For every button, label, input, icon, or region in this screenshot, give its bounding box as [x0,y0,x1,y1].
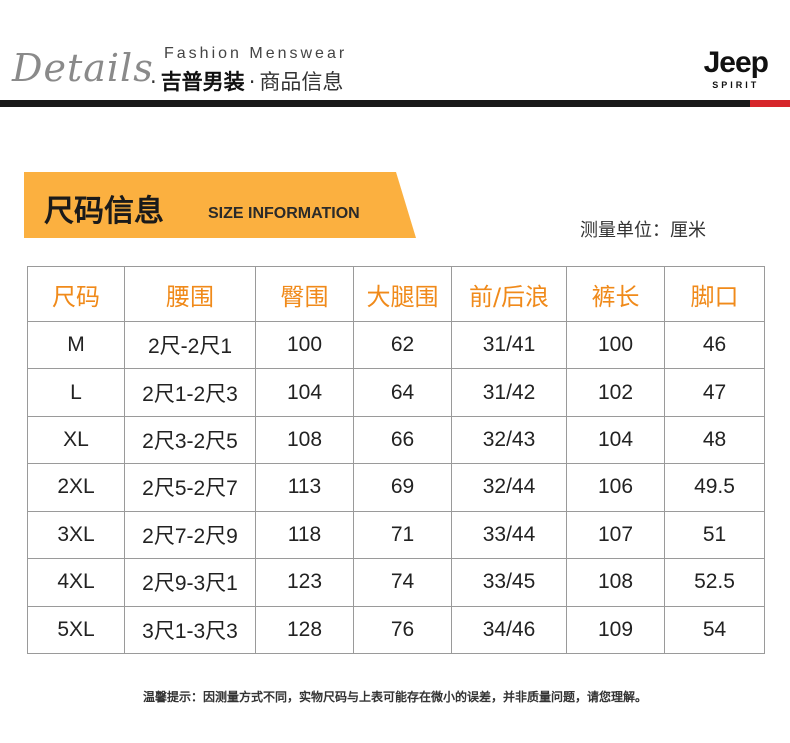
table-cell: 34/46 [451,605,567,654]
table-cell: 108 [566,558,665,607]
table-cell: 106 [566,463,665,512]
column-header: 脚口 [664,265,765,323]
table-row: 3XL 2尺7-2尺9 118 71 33/44 107 51 [27,510,765,560]
table-cell: 51 [664,510,765,560]
table-cell: 46 [664,321,765,370]
product-info-label: 商品信息 [259,70,344,94]
column-header: 腰围 [124,265,256,323]
brand-line: · 吉普男装 · 商品信息 [146,66,343,96]
details-title: Details [12,46,154,90]
header-divider-accent [750,100,790,107]
measurement-unit-label: 测量单位：厘米 [580,220,706,241]
brand-name-cn: 吉普男装 [160,70,245,94]
column-header: 裤长 [566,265,665,323]
table-row: 5XL 3尺1-3尺3 128 76 34/46 109 54 [27,605,765,654]
measurement-note: 温馨提示：因测量方式不同，实物尺码与上表可能存在微小的误差，并非质量问题，请您理… [142,690,647,704]
table-cell: 64 [353,368,452,417]
column-header: 前/后浪 [451,265,567,323]
table-cell: 33/44 [451,510,567,560]
separator-dot: · [150,70,157,94]
table-cell: 52.5 [664,558,765,607]
table-cell: 66 [353,415,452,465]
table-cell: 107 [566,510,665,560]
table-cell: 3尺1-3尺3 [124,605,256,654]
fashion-menswear-label: Fashion Menswear [164,45,348,62]
table-cell: 48 [664,415,765,465]
table-cell: 2XL [27,463,125,512]
table-cell: 104 [566,415,665,465]
table-cell: 69 [353,463,452,512]
banner-shape [24,172,416,238]
separator-dot: · [248,70,256,94]
table-cell: 2尺-2尺1 [124,321,256,370]
table-cell: 102 [566,368,665,417]
table-header-row: 尺码 腰围 臀围 大腿围 前/后浪 裤长 脚口 [27,265,765,323]
table-row: 4XL 2尺9-3尺1 123 74 33/45 108 52.5 [27,558,765,607]
table-cell: 47 [664,368,765,417]
table-cell: 100 [255,321,354,370]
table-cell: 31/41 [451,321,567,370]
table-cell: 109 [566,605,665,654]
table-cell: XL [27,415,125,465]
column-header: 大腿围 [353,265,452,323]
table-cell: 33/45 [451,558,567,607]
table-cell: 108 [255,415,354,465]
table-cell: 2尺1-2尺3 [124,368,256,417]
table-cell: 49.5 [664,463,765,512]
table-cell: 2尺9-3尺1 [124,558,256,607]
table-cell: L [27,368,125,417]
jeep-logo: Jeep SPIRIT [703,46,769,91]
table-cell: 32/44 [451,463,567,512]
table-cell: 4XL [27,558,125,607]
table-cell: M [27,321,125,370]
table-cell: 118 [255,510,354,560]
table-cell: 2尺7-2尺9 [124,510,256,560]
table-cell: 32/43 [451,415,567,465]
table-cell: 74 [353,558,452,607]
banner-subtitle: SIZE INFORMATION [208,205,360,222]
table-cell: 113 [255,463,354,512]
table-cell: 5XL [27,605,125,654]
size-table: 尺码 腰围 臀围 大腿围 前/后浪 裤长 脚口 M 2尺-2尺1 100 62 … [27,265,765,654]
logo-sub-text: SPIRIT [712,80,760,90]
table-cell: 3XL [27,510,125,560]
banner-title: 尺码信息 [44,194,164,229]
table-cell: 31/42 [451,368,567,417]
table-cell: 2尺5-2尺7 [124,463,256,512]
column-header: 尺码 [27,265,125,323]
table-row: XL 2尺3-2尺5 108 66 32/43 104 48 [27,415,765,465]
page-header: Details Fashion Menswear · 吉普男装 · 商品信息 Jeep… [0,0,790,108]
table-cell: 54 [664,605,765,654]
table-cell: 76 [353,605,452,654]
column-header: 臀围 [255,265,354,323]
logo-main-text: Jeep [703,46,769,79]
table-cell: 128 [255,605,354,654]
table-cell: 62 [353,321,452,370]
table-cell: 100 [566,321,665,370]
table-cell: 2尺3-2尺5 [124,415,256,465]
table-row: M 2尺-2尺1 100 62 31/41 100 46 [27,321,765,370]
table-row: L 2尺1-2尺3 104 64 31/42 102 47 [27,368,765,417]
table-cell: 123 [255,558,354,607]
table-row: 2XL 2尺5-2尺7 113 69 32/44 106 49.5 [27,463,765,512]
header-divider-bar [0,100,790,107]
table-cell: 71 [353,510,452,560]
table-cell: 104 [255,368,354,417]
